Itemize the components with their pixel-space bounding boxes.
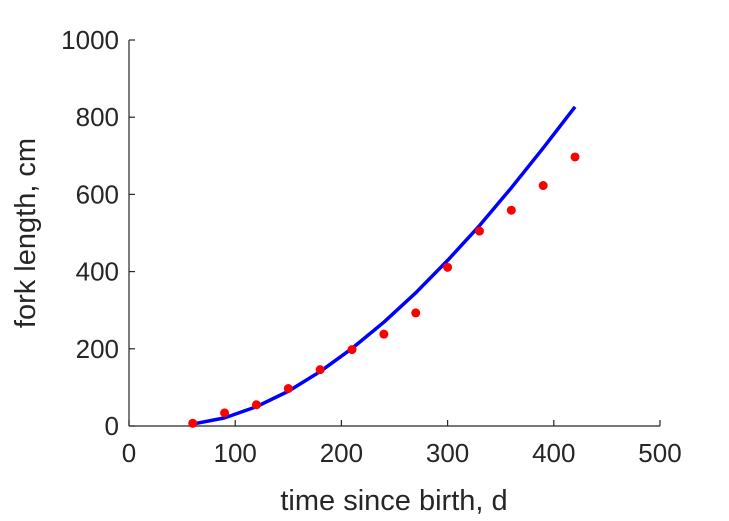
data-point (474, 226, 484, 236)
x-tick-label: 200 (320, 438, 363, 468)
data-point (251, 400, 261, 410)
data-point (570, 152, 580, 162)
x-ticks: 0 100 200 300 400 500 (122, 420, 682, 468)
y-tick-label: 800 (76, 102, 119, 132)
x-tick-label: 500 (638, 438, 681, 468)
y-tick-label: 400 (76, 257, 119, 287)
y-tick-label: 0 (105, 411, 119, 441)
x-axis-label: time since birth, d (280, 485, 507, 517)
x-tick-label: 0 (122, 438, 136, 468)
data-point (220, 408, 230, 418)
series-layer (188, 105, 580, 428)
data-point (379, 329, 389, 339)
y-tick-label: 600 (76, 179, 119, 209)
data-point (315, 365, 325, 375)
y-axis-label: fork length, cm (10, 138, 42, 328)
x-tick-label: 300 (426, 438, 469, 468)
y-tick-label: 1000 (61, 25, 119, 55)
y-tick-label: 200 (76, 334, 119, 364)
data-point (283, 384, 293, 394)
x-tick-label: 400 (532, 438, 575, 468)
data-point (411, 308, 421, 318)
data-point (188, 418, 198, 428)
data-point (506, 205, 516, 215)
data-point (538, 181, 548, 191)
plot-area: 0 100 200 300 400 500 0 200 400 600 800 1000 (61, 25, 682, 468)
data-point (347, 345, 357, 355)
x-tick-label: 100 (214, 438, 257, 468)
data-point (443, 262, 453, 272)
y-ticks: 0 200 400 600 800 1000 (61, 25, 135, 441)
fit-curve (192, 105, 577, 426)
